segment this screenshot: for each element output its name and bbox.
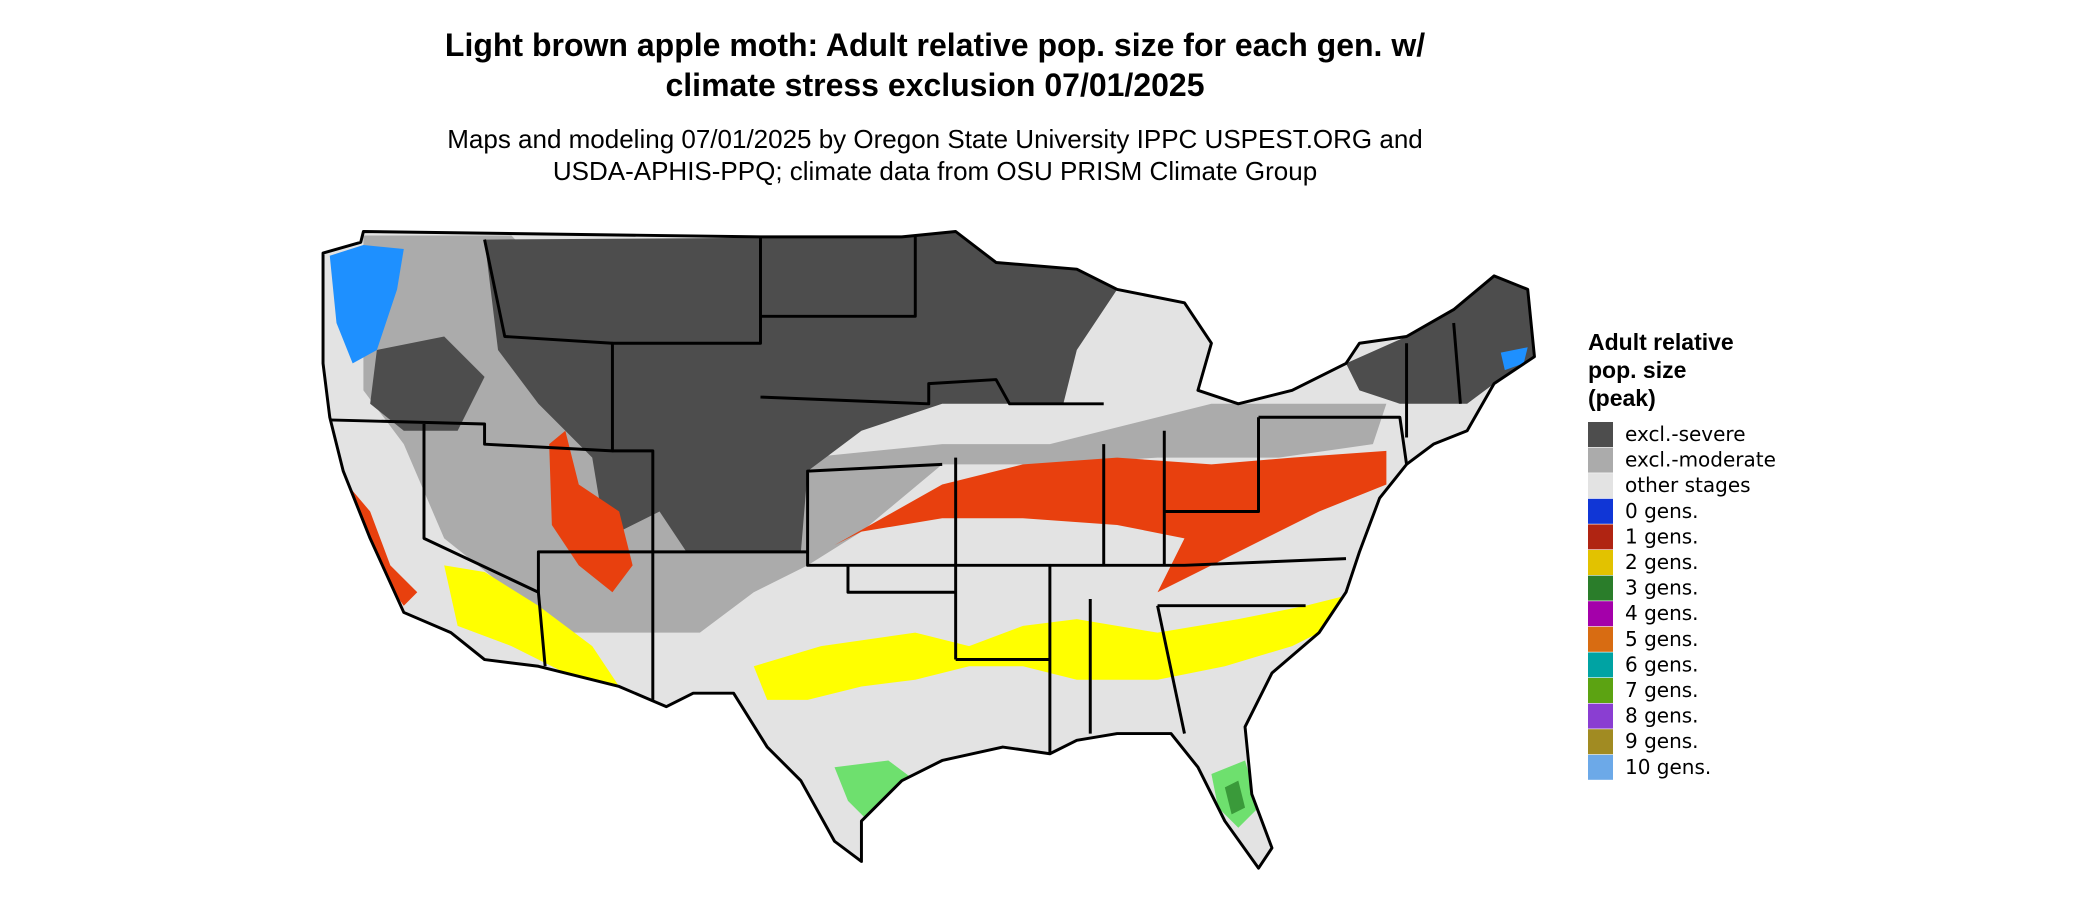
legend-swatch	[1588, 524, 1613, 550]
subtitle: Maps and modeling 07/01/2025 by Oregon S…	[447, 124, 1423, 154]
legend-label: 8 gens.	[1625, 704, 1699, 728]
legend-label: 7 gens.	[1625, 678, 1699, 702]
legend-title: (peak)	[1588, 385, 1656, 411]
legend-swatch	[1588, 422, 1613, 447]
legend: Adult relative pop. size (peak) excl.-se…	[1588, 329, 1776, 780]
legend-swatch	[1588, 575, 1613, 601]
legend-label: 5 gens.	[1625, 627, 1699, 651]
us-map	[321, 230, 1536, 870]
legend-label: 2 gens.	[1625, 550, 1699, 574]
legend-swatch	[1588, 601, 1613, 627]
legend-label: 0 gens.	[1625, 499, 1699, 523]
legend-swatch	[1588, 652, 1613, 678]
legend-label: excl.-severe	[1625, 422, 1746, 446]
legend-swatch	[1588, 678, 1613, 703]
legend-swatch	[1588, 447, 1613, 473]
legend-label: excl.-moderate	[1625, 448, 1776, 472]
legend-swatch	[1588, 729, 1613, 755]
legend-title: Adult relative	[1588, 329, 1734, 355]
legend-label: 1 gens.	[1625, 524, 1699, 548]
title: Light brown apple moth: Adult relative p…	[445, 27, 1425, 63]
legend-swatch	[1588, 703, 1613, 729]
title: climate stress exclusion 07/01/2025	[665, 67, 1204, 103]
legend-label: other stages	[1625, 473, 1751, 497]
legend-label: 9 gens.	[1625, 729, 1699, 753]
legend-swatch	[1588, 498, 1613, 524]
state-borders	[321, 230, 1536, 870]
legend-label: 10 gens.	[1625, 755, 1711, 779]
legend-label: 6 gens.	[1625, 652, 1699, 676]
legend-title: pop. size	[1588, 357, 1686, 383]
legend-label: 4 gens.	[1625, 601, 1699, 625]
legend-swatch	[1588, 550, 1613, 575]
legend-swatch	[1588, 473, 1613, 499]
legend-swatch	[1588, 754, 1613, 780]
subtitle: USDA-APHIS-PPQ; climate data from OSU PR…	[553, 156, 1317, 186]
map-fill	[323, 231, 1535, 869]
legend-swatch	[1588, 626, 1613, 652]
legend-label: 3 gens.	[1625, 576, 1699, 600]
